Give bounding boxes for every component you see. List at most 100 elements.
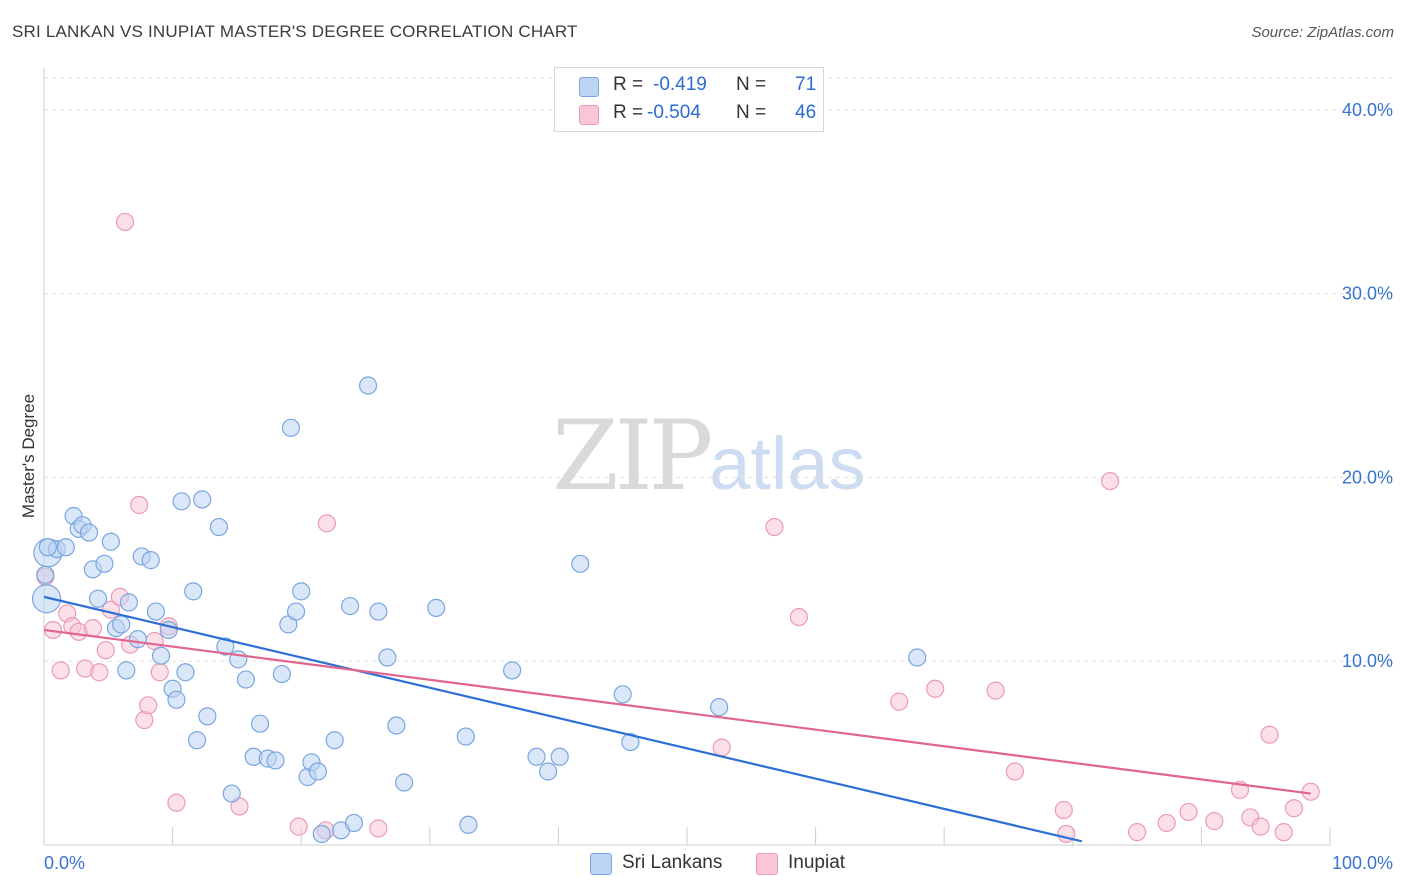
sri-lankan-point — [79, 523, 99, 542]
watermark-zip: ZIP — [552, 400, 713, 512]
bottom-legend-label: Inupiat — [788, 852, 846, 873]
sri-lankan-point — [387, 716, 406, 735]
bottom-legend-swatch-pink — [756, 853, 778, 875]
legend-r-value: -0.504 — [647, 102, 701, 123]
sri-lankan-point — [459, 815, 478, 834]
sri-lankan-point — [286, 602, 306, 621]
watermark-atlas: atlas — [709, 422, 866, 505]
axes — [43, 68, 1331, 846]
bottom-legend-swatch-blue — [590, 853, 612, 875]
inupiat-point — [926, 679, 945, 698]
tick-labels: 10.0% 20.0% 30.0% 40.0% 0.0% 100.0% Master's D… — [19, 100, 1393, 873]
sri-lankan-point — [527, 747, 546, 766]
legend-n-label: N = — [736, 74, 767, 95]
sri-lankan-point — [550, 747, 569, 766]
legend-n-label: N = — [736, 102, 767, 123]
legend-n-value: 46 — [795, 102, 817, 123]
sri-lankan-point — [88, 589, 108, 608]
x-tick-label: 0.0% — [44, 853, 85, 873]
sri-lankan-point — [36, 565, 55, 584]
legend-r-value: -0.419 — [653, 74, 707, 95]
inupiat-point — [1205, 812, 1224, 831]
sri-lankan-point — [613, 685, 632, 704]
sri-lankan-point — [503, 661, 522, 680]
sri-lankan-point — [908, 648, 927, 667]
inupiat-point — [986, 681, 1005, 700]
legend-r-label: R = — [613, 74, 644, 95]
sri-lankan-point — [56, 538, 75, 557]
chart-title: SRI LANKAN VS INUPIAT MASTER'S DEGREE CO… — [12, 22, 578, 41]
sri-lankan-point — [378, 648, 397, 667]
sri-lankan-point — [312, 824, 331, 844]
inupiat-point — [1005, 762, 1025, 781]
y-tick-label: 10.0% — [1342, 651, 1393, 671]
sri-lankan-point — [250, 714, 270, 733]
sri-lankan-point — [172, 492, 191, 511]
correlation-legend: R = -0.419 N = 71 R = -0.504 N = 46 — [554, 67, 824, 132]
legend-swatch-pink — [579, 105, 599, 125]
inupiat-point — [1100, 471, 1120, 491]
sri-lankan-point — [198, 707, 217, 726]
sri-lankan-point — [281, 418, 301, 437]
legend-r-label: R = — [613, 102, 644, 123]
sri-lankan-point — [117, 661, 136, 680]
sri-lankan-point — [141, 551, 160, 570]
legend-swatch-blue — [579, 77, 599, 97]
inupiat-point — [115, 212, 135, 232]
inupiat-point — [1127, 823, 1147, 842]
sri-lankan-point — [325, 731, 344, 750]
sri-lankan-point — [571, 554, 590, 573]
sri-lankan-point — [167, 690, 186, 709]
inupiat-point — [130, 495, 149, 515]
inupiat-point — [789, 607, 808, 627]
sri-lankan-point — [427, 598, 446, 618]
y-tick-label: 40.0% — [1342, 100, 1393, 120]
sri-lankan-point — [128, 630, 147, 649]
inupiat-point — [1260, 725, 1279, 744]
sri-lankan-point — [266, 751, 285, 770]
sri-lankan-point — [621, 732, 640, 752]
inupiat-point — [83, 619, 102, 638]
sri-lankan-point — [710, 698, 729, 717]
sri-lankans-trend-line — [43, 595, 1083, 843]
sri-lankan-point — [38, 538, 57, 557]
inupiat-points — [36, 212, 1320, 844]
trend-lines — [43, 595, 1311, 843]
y-axis-label: Master's Degree — [19, 394, 38, 518]
sri-lankan-point — [112, 615, 131, 634]
sri-lankan-point — [292, 582, 311, 601]
sri-lankan-point — [344, 813, 364, 833]
sri-lankan-point — [272, 664, 292, 684]
sri-lankan-point — [209, 517, 228, 537]
sri-lankan-point — [187, 731, 207, 750]
bottom-legend-label: Sri Lankans — [622, 852, 723, 873]
sri-lankan-point — [95, 554, 114, 573]
sri-lankan-point — [308, 762, 328, 781]
sri-lankan-point — [358, 376, 378, 395]
source-label: Source: ZipAtlas.com — [1251, 24, 1394, 41]
inupiat-point — [1284, 799, 1304, 818]
inupiat-trend-line — [43, 628, 1311, 795]
sri-lankan-point — [236, 670, 256, 689]
sri-lankan-point — [369, 602, 388, 621]
sri-lankan-point — [340, 596, 360, 616]
inupiat-point — [139, 696, 158, 715]
inupiat-point — [289, 817, 308, 836]
inupiat-point — [317, 514, 337, 533]
watermark: ZIPatlas — [552, 400, 866, 512]
inupiat-point — [765, 517, 784, 537]
inupiat-point — [51, 661, 70, 680]
inupiat-point — [1054, 800, 1073, 820]
inupiat-point — [1157, 813, 1176, 833]
inupiat-point — [890, 692, 909, 711]
inupiat-point — [1274, 823, 1293, 842]
sri-lankan-point — [216, 637, 235, 656]
y-tick-label: 20.0% — [1342, 467, 1393, 487]
inupiat-point — [1179, 802, 1198, 822]
inupiat-point — [1251, 817, 1270, 836]
sri-lankans-points — [31, 376, 927, 844]
sri-lankan-point — [101, 532, 120, 551]
x-tick-label: 100.0% — [1332, 853, 1393, 873]
sri-lankan-point — [184, 582, 203, 601]
